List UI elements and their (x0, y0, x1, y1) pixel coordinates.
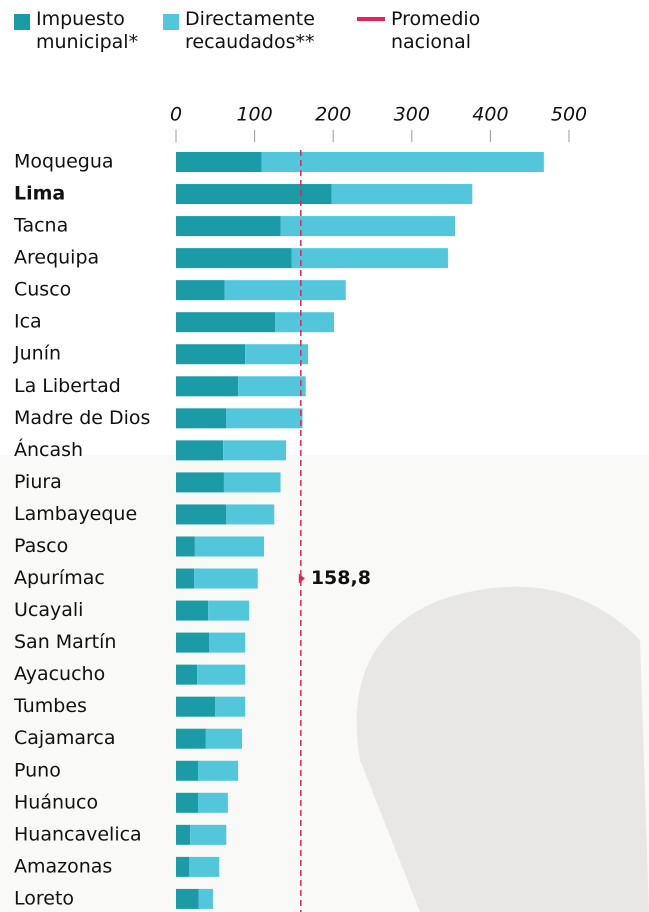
category-label: Moquegua (14, 151, 114, 173)
bar-segment (198, 793, 228, 813)
bar-segment (292, 248, 448, 268)
bar-segment (226, 408, 302, 428)
bar-segment (176, 184, 332, 204)
bar-segment (209, 633, 245, 653)
category-label: Ucayali (14, 599, 83, 621)
category-label: Lima (14, 183, 65, 205)
x-tick-label: 300 (394, 104, 430, 126)
bar-segment (195, 536, 264, 556)
bar-segment (176, 729, 206, 749)
bar-segment (176, 633, 209, 653)
bar-segment (176, 472, 224, 492)
category-label: Madre de Dios (14, 407, 150, 429)
chart: 0 100 200 300 400 500 Moquegua Lima Tacna Arequip… (0, 0, 649, 912)
legend-swatch (163, 14, 179, 30)
bar-segment (176, 665, 197, 685)
bar-segment (176, 248, 292, 268)
legend-swatch (357, 17, 385, 21)
bar-segment (223, 440, 286, 460)
legend-swatch (14, 14, 30, 30)
category-label: Piura (14, 471, 62, 493)
category-label: Tumbes (13, 695, 87, 717)
bar-segment (198, 761, 238, 781)
bar-segment (176, 569, 194, 589)
x-tick-label: 0 (170, 104, 182, 126)
bar-segment (194, 569, 258, 589)
category-label: Ica (14, 311, 42, 333)
legend-item: Impuesto municipal* (14, 8, 154, 54)
bar-segment (176, 536, 195, 556)
category-label: Arequipa (14, 247, 99, 269)
category-label: Junín (13, 343, 61, 365)
bar-segment (238, 376, 306, 396)
bar-segment (281, 216, 455, 236)
bar-segment (176, 440, 223, 460)
legend-label: Impuesto municipal* (14, 8, 154, 54)
bar-segment (176, 697, 215, 717)
bar-segment (176, 857, 189, 877)
bar-segment (176, 504, 226, 524)
category-label: Huancavelica (14, 823, 142, 845)
bar-segment (176, 889, 199, 909)
page: 0 100 200 300 400 500 Moquegua Lima Tacna Arequip… (0, 0, 649, 912)
category-label: Apurímac (14, 567, 105, 589)
category-label: Huánuco (14, 791, 98, 813)
bar-segment (224, 472, 281, 492)
legend-item: Promedio nacional (357, 8, 507, 54)
category-label: La Libertad (14, 375, 121, 397)
category-label: Ayacucho (14, 663, 105, 685)
legend-label: Promedio nacional (357, 8, 507, 54)
bar-segment (226, 504, 274, 524)
bar-segment (176, 152, 262, 172)
category-label: Pasco (14, 535, 68, 557)
bar-segment (176, 825, 190, 845)
bar-segment (176, 761, 198, 781)
x-tick-label: 200 (315, 104, 351, 126)
bar-segment (245, 344, 308, 364)
category-label: San Martín (14, 631, 116, 653)
bar-segment (176, 793, 198, 813)
bar-segment (176, 601, 208, 621)
category-label: Tacna (13, 215, 68, 237)
bar-segment (199, 889, 213, 909)
bar-segment (197, 665, 245, 685)
category-label: Loreto (14, 887, 74, 909)
bar-segment (176, 280, 225, 300)
bar-segment (206, 729, 242, 749)
bar-segment (176, 344, 245, 364)
bar-segment (190, 825, 226, 845)
category-label: Puno (14, 759, 61, 781)
bar-segment (176, 376, 238, 396)
x-tick-label: 100 (236, 104, 272, 126)
bar-segment (275, 312, 334, 332)
x-tick-label: 400 (472, 104, 508, 126)
category-label: Áncash (14, 438, 83, 461)
bar-segment (262, 152, 544, 172)
category-label: Lambayeque (14, 503, 137, 525)
legend-label: Directamente recaudados** (163, 8, 333, 54)
bar-segment (176, 408, 226, 428)
bar-segment (215, 697, 245, 717)
bar-segment (208, 601, 249, 621)
legend-item: Directamente recaudados** (163, 8, 333, 54)
category-label: Cajamarca (14, 727, 115, 749)
category-label: Cusco (14, 279, 71, 301)
bar-segment (332, 184, 473, 204)
bar-segment (225, 280, 346, 300)
x-tick-label: 500 (551, 104, 587, 126)
average-label: 158,8 (311, 567, 371, 589)
bar-segment (189, 857, 219, 877)
category-label: Amazonas (14, 855, 112, 877)
bar-segment (176, 216, 281, 236)
bar-segment (176, 312, 275, 332)
